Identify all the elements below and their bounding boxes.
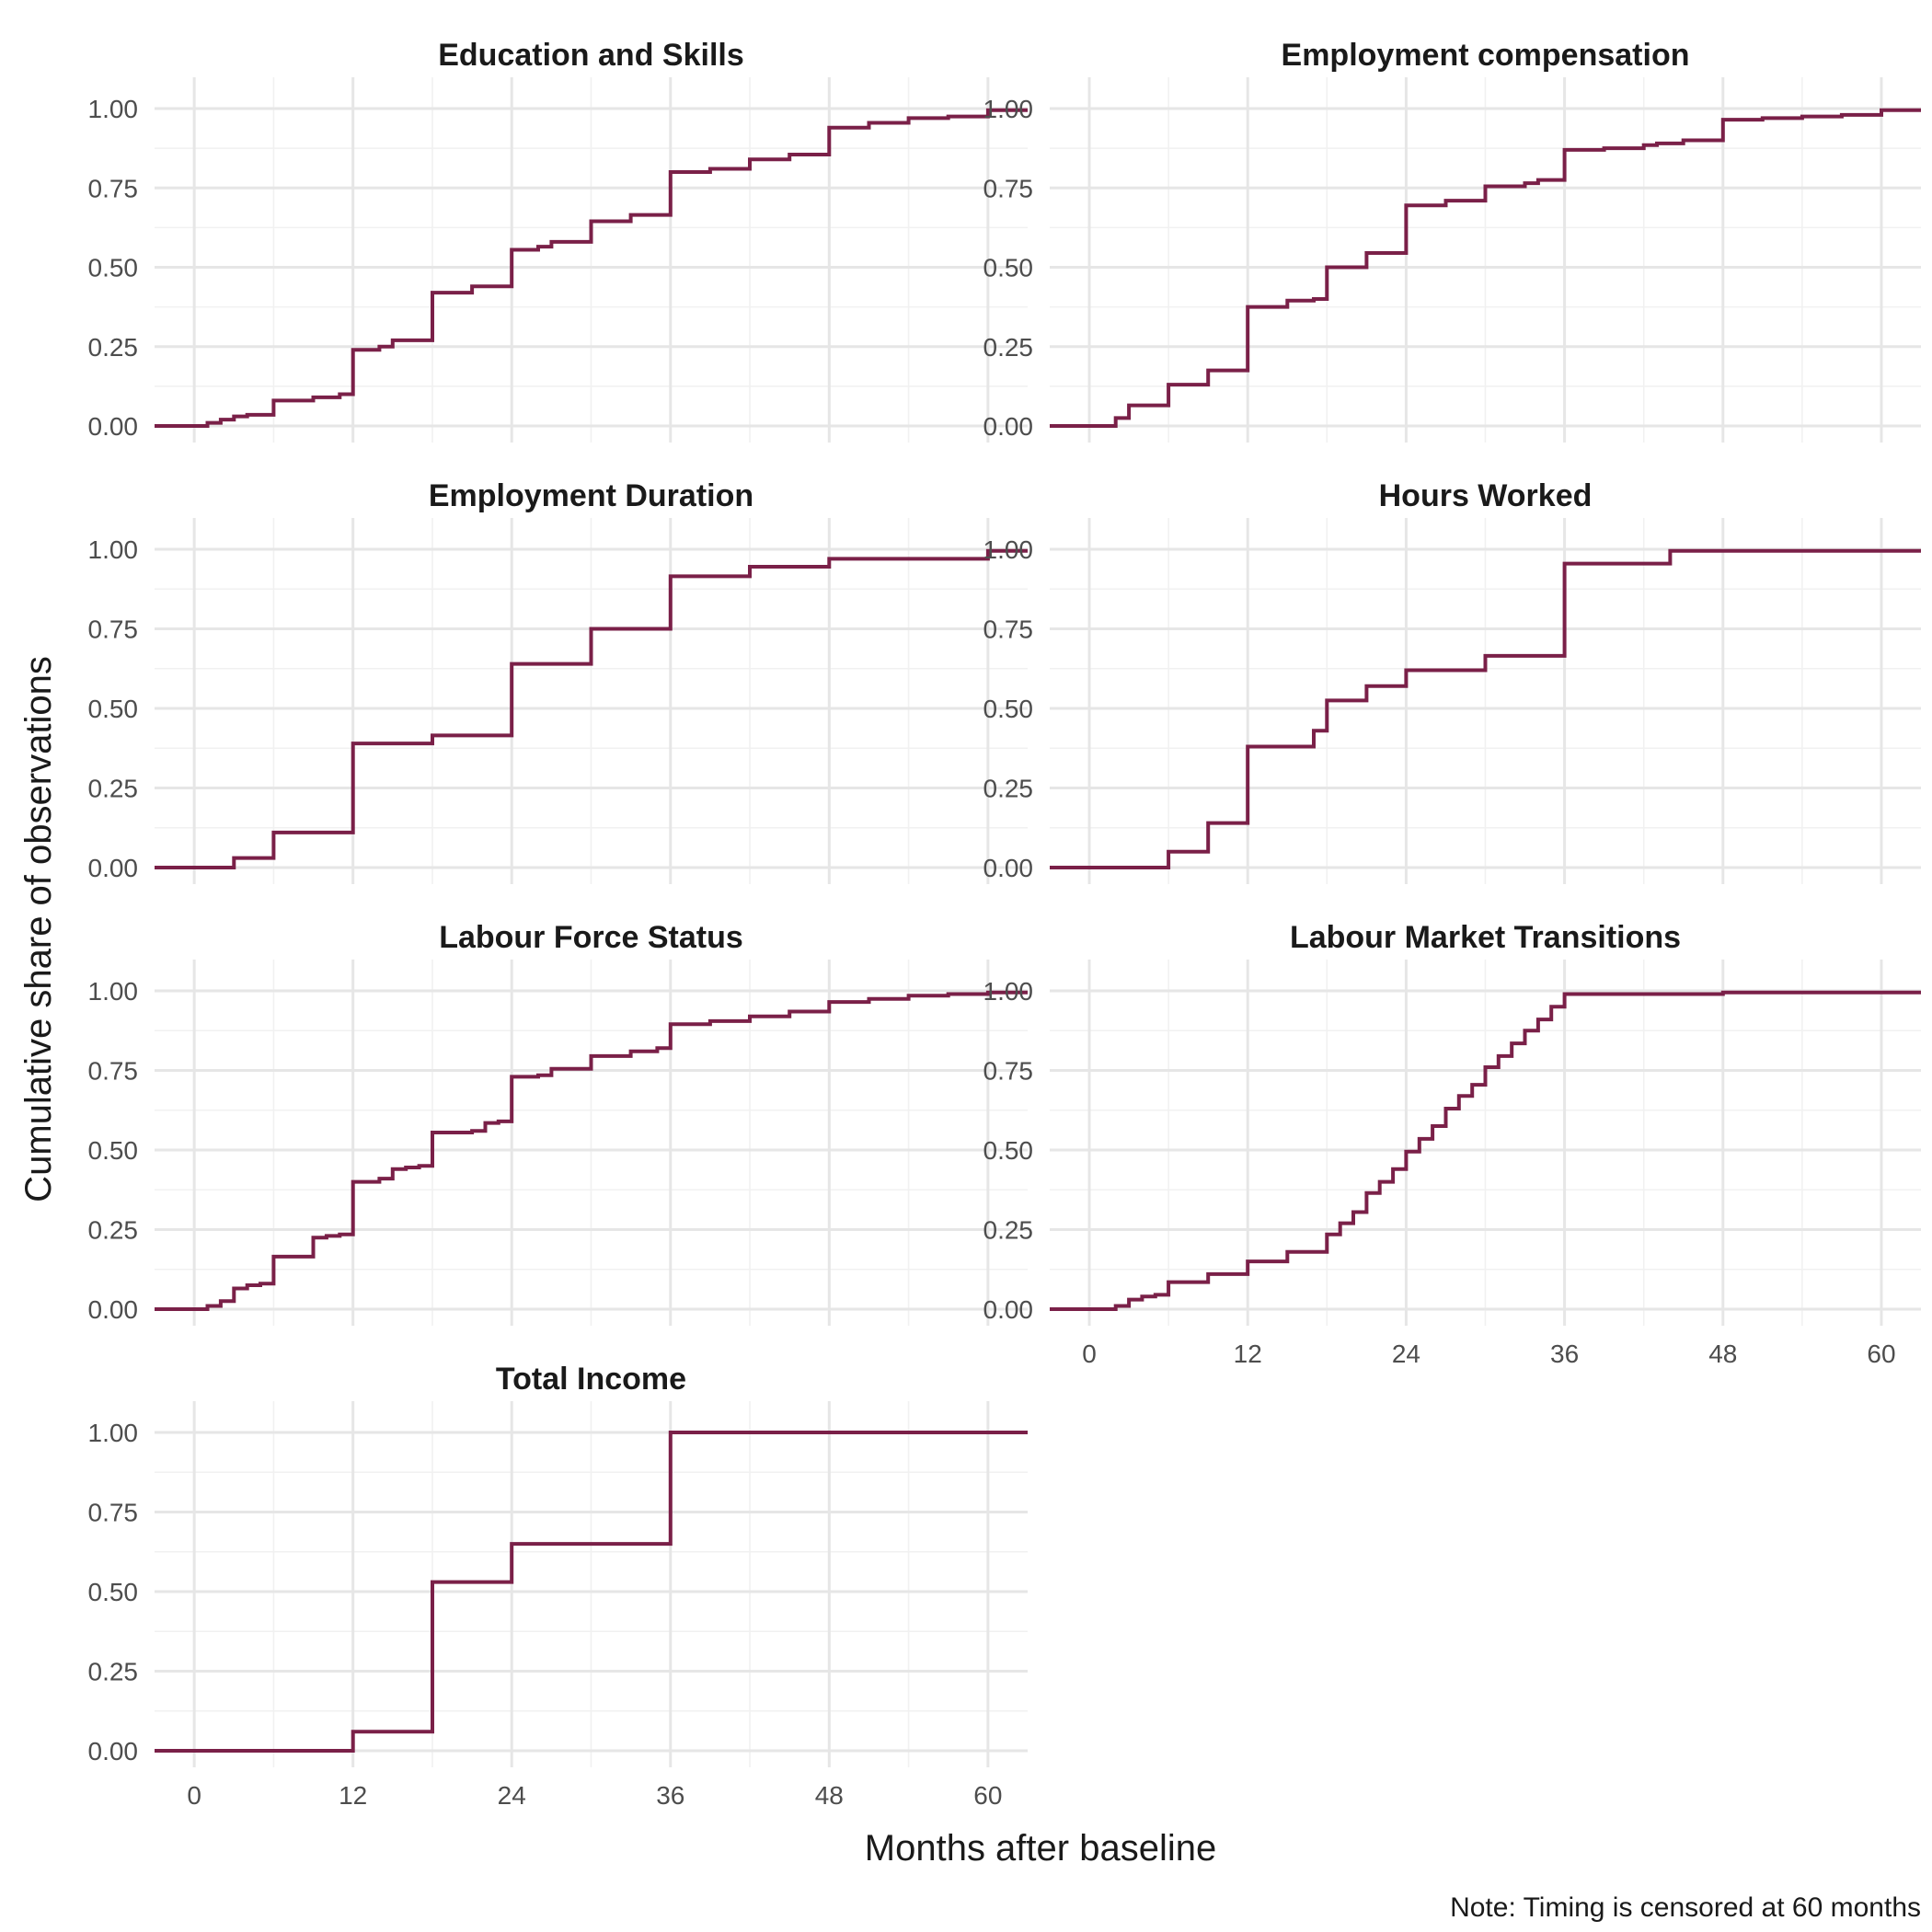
x-tick-label: 24: [1392, 1340, 1420, 1368]
y-tick-label: 0.25: [88, 1216, 139, 1245]
y-tick-label: 0.50: [88, 254, 139, 282]
y-tick-label: 0.50: [88, 1578, 139, 1606]
x-tick-label: 12: [1234, 1340, 1262, 1368]
y-tick-label: 0.75: [983, 174, 1034, 202]
ecdf-step-line: [155, 990, 1028, 1311]
y-tick-label: 0.25: [88, 1658, 139, 1686]
x-tick-label: 0: [1082, 1340, 1097, 1368]
x-tick-label: 48: [815, 1781, 844, 1810]
y-tick-label: 0.50: [983, 1136, 1034, 1165]
facet-title: Labour Force Status: [439, 920, 743, 955]
x-tick-label: 0: [187, 1781, 201, 1810]
x-tick-label: 60: [1867, 1340, 1895, 1368]
y-tick-label: 0.25: [983, 333, 1034, 362]
x-tick-label: 24: [498, 1781, 526, 1810]
y-tick-label: 0.50: [983, 695, 1034, 723]
ecdf-step-line: [155, 108, 1028, 428]
x-tick-label: 48: [1708, 1340, 1737, 1368]
y-tick-label: 0.75: [88, 1057, 139, 1086]
y-tick-label: 0.50: [88, 1136, 139, 1165]
ecdf-step-line: [155, 548, 1028, 869]
facet-hours-worked: 0.00 0.25 0.50 0.75 1.00 Hours Worked: [983, 478, 1921, 884]
facet-labour-force-status: 0.00 0.25 0.50 0.75 1.00 Labour Force Status: [88, 920, 1028, 1326]
facet-labour-market-transitions: 0.00 0.25 0.50 0.75 1.00 Labour Market Transi…: [983, 920, 1921, 1368]
y-tick-label: 0.00: [88, 854, 139, 882]
facet-employment-compensation: 0.00 0.25 0.50 0.75 1.00 Employment compensat…: [983, 38, 1921, 443]
y-tick-label: 0.75: [88, 174, 139, 202]
y-axis-title: Cumulative share of observations: [18, 656, 59, 1202]
y-tick-label: 0.75: [88, 1499, 139, 1527]
y-tick-label: 0.00: [983, 854, 1034, 882]
x-tick-label: 36: [656, 1781, 684, 1810]
y-tick-label: 0.25: [983, 1216, 1034, 1245]
y-tick-label: 0.00: [88, 1295, 139, 1324]
x-tick-label: 12: [339, 1781, 367, 1810]
y-tick-label: 1.00: [88, 95, 139, 123]
facet-employment-duration: 0.00 0.25 0.50 0.75 1.00 Employment Duration: [88, 478, 1028, 884]
y-tick-label: 0.50: [88, 695, 139, 723]
ecdf-step-line: [155, 1431, 1028, 1753]
y-tick-label: 0.25: [88, 775, 139, 803]
x-axis-title: Months after baseline: [865, 1828, 1216, 1869]
facet-title: Hours Worked: [1379, 478, 1593, 513]
facet-total-income: 0.00 0.25 0.50 0.75 1.00 Total Income 0 12 24 36 4…: [88, 1362, 1028, 1810]
y-tick-label: 0.00: [983, 1295, 1034, 1324]
y-tick-label: 0.25: [88, 333, 139, 362]
y-tick-label: 0.00: [983, 412, 1034, 441]
facet-education-and-skills: 0.00 0.25 0.50 0.75 1.00 Education and Skills: [88, 38, 1028, 443]
facet-title: Labour Market Transitions: [1290, 920, 1681, 955]
ecdf-step-line: [1050, 108, 1921, 428]
y-tick-label: 0.00: [88, 1737, 139, 1765]
y-tick-label: 1.00: [88, 535, 139, 564]
y-tick-label: 1.00: [88, 977, 139, 1006]
facet-panels: 0.00 0.25 0.50 0.75 1.00 Education and Skills…: [88, 38, 1921, 1810]
y-tick-label: 0.25: [983, 775, 1034, 803]
y-tick-label: 0.75: [88, 615, 139, 644]
ecdf-step-line: [1050, 548, 1921, 869]
facet-title: Education and Skills: [438, 38, 744, 73]
ecdf-step-line: [1050, 990, 1921, 1311]
y-tick-label: 1.00: [88, 1419, 139, 1447]
y-tick-label: 0.75: [983, 615, 1034, 644]
y-tick-label: 1.00: [983, 535, 1034, 564]
y-tick-label: 0.50: [983, 254, 1034, 282]
caption-note: Note: Timing is censored at 60 months: [1450, 1892, 1921, 1923]
x-tick-label: 60: [973, 1781, 1002, 1810]
y-tick-label: 0.75: [983, 1057, 1034, 1086]
facet-title: Employment compensation: [1282, 38, 1690, 73]
facet-title: Employment Duration: [429, 478, 753, 513]
y-tick-label: 0.00: [88, 412, 139, 441]
facet-title: Total Income: [496, 1362, 686, 1397]
y-tick-label: 1.00: [983, 977, 1034, 1006]
y-tick-label: 1.00: [983, 95, 1034, 123]
x-tick-label: 36: [1550, 1340, 1579, 1368]
